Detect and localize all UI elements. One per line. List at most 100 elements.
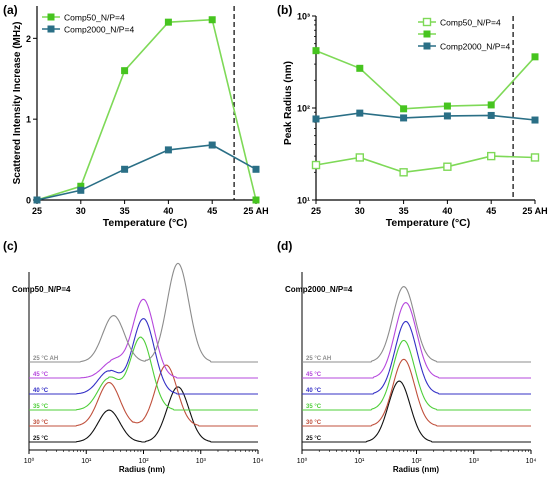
series-line-0 [315, 155, 536, 174]
series-label: 25 °C AH [33, 356, 58, 362]
series-label: 40 °C [306, 388, 322, 394]
series-label: 30 °C [33, 420, 49, 426]
chart-c-xlabel: Radius (nm) [119, 465, 166, 474]
legend-marker [47, 13, 55, 21]
data-point [311, 160, 321, 170]
x-tick-label: 10⁴ [253, 458, 264, 465]
y-tick-label: 2 [26, 34, 31, 44]
data-point [356, 64, 364, 72]
data-point [252, 196, 260, 204]
y-tick-label: 1 [26, 115, 31, 125]
data-point [312, 47, 320, 55]
legend-marker [423, 42, 431, 50]
data-point [312, 115, 320, 123]
chart-b-xlabel: Temperature (°C) [386, 217, 471, 229]
data-point [77, 182, 85, 190]
series-line-2 [315, 112, 536, 121]
data-point [400, 105, 408, 113]
distribution-curve-3 [29, 318, 258, 395]
chart-a-xlabel: Temperature (°C) [103, 217, 188, 229]
x-tick-label: 30 [76, 206, 86, 216]
x-tick-label: 40 [442, 206, 452, 216]
x-tick-label: 25 [32, 206, 42, 216]
x-tick-label: 10⁰ [24, 457, 35, 465]
x-tick-label: 45 [207, 206, 217, 216]
x-tick-label: 35 [399, 206, 409, 216]
y-tick-label: 10¹ [297, 196, 310, 206]
chart-d-title: Comp2000_N/P=4 [285, 285, 353, 294]
data-point [121, 165, 129, 173]
series-label: 35 °C [306, 404, 322, 410]
series-label: 45 °C [33, 372, 49, 378]
distribution-curve-2 [29, 336, 258, 411]
series-label: 30 °C [306, 420, 322, 426]
data-point [208, 141, 216, 149]
data-point [33, 196, 41, 204]
data-point [208, 16, 216, 24]
chart-d: 10⁰ 10¹ 10² 10³ 10⁴ 25 °C 30 °C 35 °C 40 °C 45 °C… [297, 272, 536, 465]
y-tick-label: 10³ [297, 12, 310, 22]
data-point [443, 162, 452, 171]
data-point [531, 53, 539, 61]
x-tick-label: 45 [486, 206, 496, 216]
series-line-1 [36, 144, 257, 201]
chart-a-ylabel: Scattered Intensity Increase (MHz) [12, 22, 23, 185]
panel-label-c: (c) [3, 239, 18, 253]
panel-label-b: (b) [277, 3, 292, 17]
legend-marker [423, 30, 431, 38]
data-point [443, 102, 451, 110]
data-point [164, 146, 172, 154]
x-tick-label: 30 [355, 206, 365, 216]
series-label: 25 °C [33, 436, 49, 442]
legend-label: Comp50_N/P=4 [64, 13, 125, 23]
chart-d-xlabel: Radius (nm) [393, 465, 440, 474]
panel-label-d: (d) [277, 239, 292, 253]
chart-c: 10⁰ 10¹ 10² 10³ 10⁴ 25 °C 30 °C 35 °C 40 °C 45 °C… [24, 262, 264, 465]
distribution-curve-1 [302, 358, 531, 427]
x-tick-label: 10¹ [354, 458, 365, 465]
x-tick-label: 40 [163, 206, 173, 216]
panel-label-a: (a) [3, 3, 18, 17]
distribution-curve-3 [302, 320, 531, 395]
data-point [530, 153, 540, 162]
series-label: 25 °C [306, 436, 322, 442]
series-label: 25 °C AH [306, 356, 331, 362]
distribution-curve-0 [29, 386, 258, 443]
legend-marker [422, 17, 432, 27]
y-tick-label: 10² [297, 104, 310, 114]
legend-label: Comp2000_N/P=4 [64, 25, 134, 35]
series-label: 35 °C [33, 404, 49, 410]
data-point [443, 112, 451, 120]
data-point [77, 186, 85, 194]
distribution-curve-5 [29, 262, 258, 363]
series-label: 45 °C [306, 372, 322, 378]
series-label: 40 °C [33, 388, 49, 394]
x-tick-label: 25 [311, 206, 321, 216]
data-point [121, 67, 129, 75]
series-line-1 [315, 49, 536, 110]
x-tick-label: 10² [411, 458, 422, 465]
data-point [487, 151, 496, 161]
data-point [356, 109, 364, 117]
chart-b-ylabel: Peak Radius (nm) [283, 61, 294, 145]
distribution-curve-4 [29, 298, 258, 379]
x-tick-label: 10³ [196, 458, 207, 465]
x-tick-label: 10⁰ [297, 457, 308, 465]
chart-a: 0 1 2 25 30 35 40 45 25 AH Comp50_N/P=4 Comp2000_N… [26, 6, 269, 216]
data-point [252, 165, 260, 173]
x-tick-label: 10² [138, 458, 149, 465]
data-point [400, 114, 408, 122]
data-point [487, 101, 495, 109]
x-tick-label: 10³ [469, 458, 480, 465]
data-point [487, 111, 495, 119]
chart-b: 10¹ 10² 10³ 25 30 35 40 45 25 AH Comp50_N/P=4 Comp… [297, 12, 548, 217]
distribution-curve-4 [302, 302, 531, 379]
distribution-curve-2 [302, 339, 531, 411]
data-point [399, 168, 408, 177]
x-tick-label: 35 [120, 206, 130, 216]
legend-label: Comp50_N/P=4 [440, 18, 501, 28]
series-line-0 [36, 18, 257, 201]
data-point [355, 153, 364, 162]
legend-marker [47, 25, 55, 33]
